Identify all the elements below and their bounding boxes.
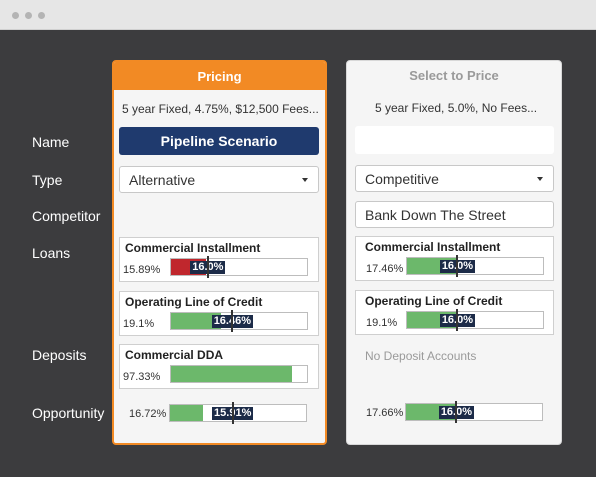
product-value: 17.46%	[366, 263, 404, 275]
scenario-name-button[interactable]: Pipeline Scenario	[119, 127, 319, 155]
rate-bar: 16.0%	[406, 309, 544, 331]
row-label-type: Type	[32, 172, 63, 188]
type-select[interactable]: Alternative	[119, 166, 319, 193]
window-dot-icon[interactable]	[38, 12, 45, 19]
row-label-opportunity: Opportunity	[32, 405, 105, 421]
compare-name-field[interactable]	[355, 126, 554, 154]
type-select-value: Alternative	[129, 171, 196, 188]
rate-bar-fill	[171, 313, 222, 329]
target-marker	[456, 255, 459, 277]
window-titlebar	[0, 0, 596, 30]
product-value: 19.1%	[366, 317, 398, 329]
product-title: Commercial Installment	[125, 241, 261, 255]
pricing-card-header[interactable]: Pricing	[114, 62, 325, 90]
compare-card[interactable]: Select to Price 5 year Fixed, 5.0%, No F…	[346, 60, 562, 445]
competitor-input[interactable]: Bank Down The Street	[355, 201, 554, 228]
product-value: 97.33%	[123, 371, 161, 383]
loan-product-card[interactable]: Operating Line of Credit 19.1% 16.0%	[355, 290, 554, 335]
target-marker	[206, 256, 209, 278]
rate-bar: 16.46%	[170, 310, 308, 332]
compare-summary: 5 year Fixed, 5.0%, No Fees...	[375, 101, 538, 115]
target-marker	[231, 310, 234, 332]
competitor-value: Bank Down The Street	[365, 206, 506, 223]
deposit-product-card[interactable]: Commercial DDA 97.33%	[119, 344, 319, 389]
row-label-competitor: Competitor	[32, 208, 101, 224]
opportunity-bar: 16.0%	[405, 401, 543, 423]
product-title: Commercial Installment	[365, 240, 501, 254]
opportunity-value: 16.72%	[129, 408, 167, 420]
product-title: Commercial DDA	[125, 348, 224, 362]
row-label-loans: Loans	[32, 245, 71, 261]
loan-product-card[interactable]: Commercial Installment 17.46% 16.0%	[355, 236, 554, 281]
no-deposits-text: No Deposit Accounts	[365, 349, 477, 363]
product-title: Operating Line of Credit	[365, 294, 503, 308]
rate-bar	[170, 365, 308, 383]
target-marker	[455, 401, 458, 423]
pricing-card: Pricing 5 year Fixed, 4.75%, $12,500 Fee…	[112, 60, 327, 445]
chevron-down-icon	[302, 178, 308, 182]
product-value: 15.89%	[123, 264, 161, 276]
row-label-deposits: Deposits	[32, 347, 87, 363]
row-label-name: Name	[32, 134, 70, 150]
rate-bar-fill	[171, 366, 293, 382]
window-dot-icon[interactable]	[25, 12, 32, 19]
opportunity-bar: 15.91%	[169, 402, 307, 424]
loan-product-card[interactable]: Commercial Installment 15.89% 16.0%	[119, 237, 319, 282]
rate-bar: 16.0%	[170, 256, 308, 278]
rate-bar: 16.0%	[406, 255, 544, 277]
compare-card-header[interactable]: Select to Price	[409, 67, 499, 83]
pricing-summary: 5 year Fixed, 4.75%, $12,500 Fees...	[122, 102, 319, 116]
product-value: 19.1%	[123, 318, 155, 330]
target-marker	[456, 309, 459, 331]
product-title: Operating Line of Credit	[125, 295, 263, 309]
window-dot-icon[interactable]	[12, 12, 19, 19]
rate-bar-fill	[170, 405, 203, 421]
opportunity-value: 17.66%	[366, 407, 404, 419]
loan-product-card[interactable]: Operating Line of Credit 19.1% 16.46%	[119, 291, 319, 336]
type-select-value: Competitive	[365, 170, 439, 187]
target-marker	[231, 402, 234, 424]
chevron-down-icon	[537, 177, 543, 181]
compare-type-select[interactable]: Competitive	[355, 165, 554, 192]
